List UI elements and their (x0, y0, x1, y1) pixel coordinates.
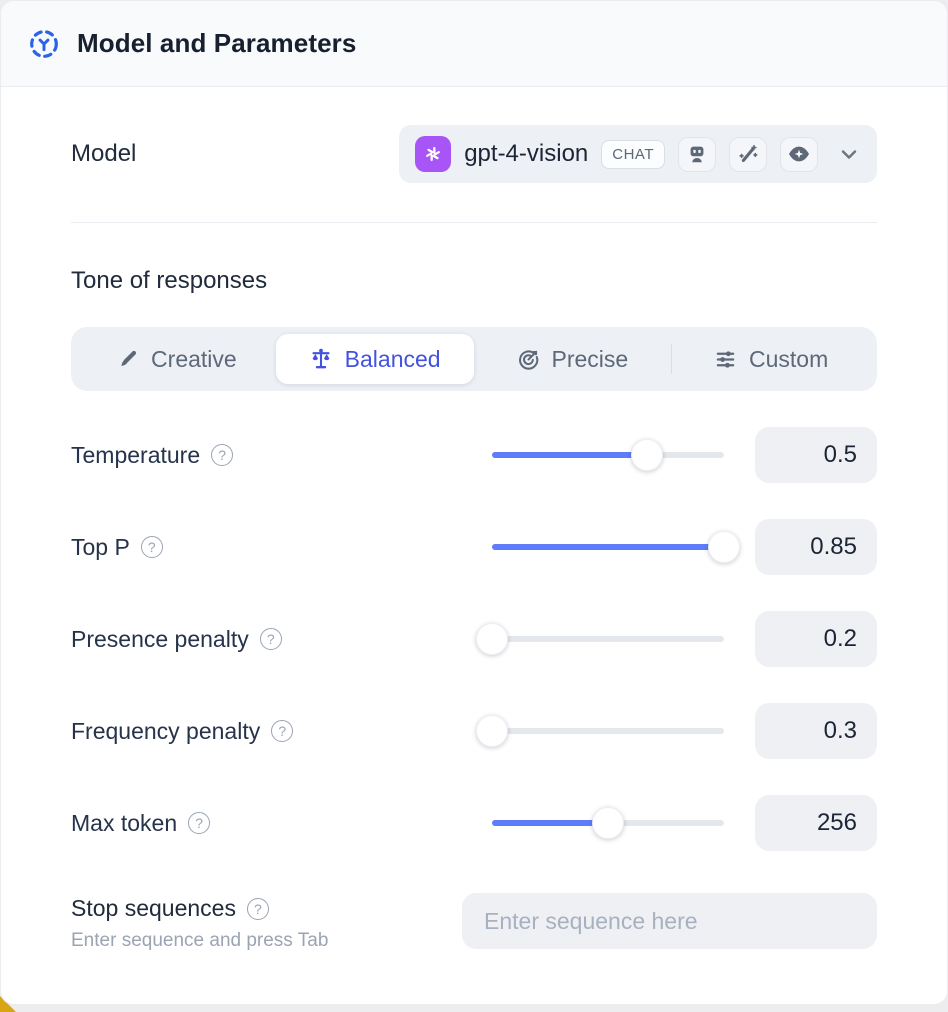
presence-penalty-value[interactable]: 0.2 (755, 611, 877, 667)
param-row-max-token: Max token ? 256 (71, 795, 877, 851)
vision-eye-icon (780, 136, 818, 172)
tone-option-balanced[interactable]: Balanced (275, 334, 474, 384)
param-row-presence-penalty: Presence penalty ? 0.2 (71, 611, 877, 667)
param-row-frequency-penalty: Frequency penalty ? 0.3 (71, 703, 877, 759)
tone-segmented-control: Creative Balanced (71, 327, 877, 391)
stop-sequences-label: Stop sequences ? (71, 895, 462, 922)
selected-model-name: gpt-4-vision (464, 140, 589, 167)
section-divider (71, 222, 877, 223)
balance-scale-icon (309, 347, 333, 371)
stop-sequences-row: Stop sequences ? Enter sequence and pres… (71, 893, 877, 952)
slider-track (492, 439, 724, 471)
tone-option-custom[interactable]: Custom (672, 334, 870, 384)
slider-thumb[interactable] (476, 715, 508, 747)
chat-type-badge: CHAT (601, 139, 665, 169)
panel-header: Model and Parameters (1, 1, 947, 87)
frequency-penalty-value[interactable]: 0.3 (755, 703, 877, 759)
param-label: Temperature ? (71, 442, 492, 469)
slider-track (476, 715, 724, 747)
param-label: Max token ? (71, 810, 492, 837)
slider-fill (492, 807, 624, 839)
help-icon[interactable]: ? (211, 444, 234, 466)
slider-thumb[interactable] (708, 531, 740, 563)
param-label-text: Max token (71, 809, 178, 836)
target-dart-icon (517, 348, 540, 371)
paintbrush-icon (117, 348, 139, 370)
param-label-text: Frequency penalty (71, 717, 261, 744)
tone-option-label: Balanced (344, 345, 441, 372)
openai-logo-icon (415, 136, 452, 172)
sliders-icon (714, 348, 737, 371)
tone-option-label: Creative (151, 345, 237, 372)
slider-fill (492, 531, 740, 563)
temperature-slider[interactable] (492, 438, 724, 472)
model-row: Model gpt-4-vision CH (71, 125, 877, 183)
param-label: Frequency penalty ? (71, 718, 492, 745)
frequency-penalty-slider[interactable] (476, 714, 724, 748)
magic-wand-icon (729, 136, 767, 172)
model-select-dropdown[interactable]: gpt-4-vision CHAT (399, 125, 877, 183)
robot-icon (678, 136, 716, 172)
slider-thumb[interactable] (631, 439, 664, 471)
chevron-down-icon (837, 142, 861, 166)
help-icon[interactable]: ? (140, 536, 163, 558)
slider-thumb[interactable] (476, 623, 508, 655)
tone-heading: Tone of responses (71, 267, 268, 294)
slider-thumb[interactable] (592, 807, 624, 839)
help-icon[interactable]: ? (188, 812, 211, 834)
help-icon[interactable]: ? (259, 628, 282, 650)
stop-sequences-label-text: Stop sequences (71, 895, 236, 921)
model-label: Model (71, 140, 137, 167)
param-label-text: Temperature (71, 441, 201, 468)
param-label-text: Top P (71, 533, 130, 560)
top-p-slider[interactable] (492, 530, 740, 564)
max-token-slider[interactable] (492, 806, 724, 840)
param-label-text: Presence penalty (71, 625, 249, 652)
segment-divider (671, 344, 673, 374)
presence-penalty-slider[interactable] (476, 622, 724, 656)
temperature-value[interactable]: 0.5 (755, 427, 877, 483)
tone-option-label: Custom (749, 345, 829, 372)
panel-title: Model and Parameters (77, 28, 357, 58)
param-row-top-p: Top P ? 0.85 (71, 519, 877, 575)
help-icon[interactable]: ? (246, 897, 269, 920)
tone-option-creative[interactable]: Creative (78, 334, 276, 384)
slider-fill (492, 439, 664, 471)
slider-track (476, 623, 724, 655)
stop-sequences-labels: Stop sequences ? Enter sequence and pres… (71, 893, 462, 952)
max-token-value[interactable]: 256 (755, 795, 877, 851)
model-node-icon (28, 28, 60, 60)
slider-track (492, 531, 740, 563)
slider-track (492, 807, 724, 839)
tone-option-label: Precise (551, 345, 629, 372)
tone-option-precise[interactable]: Precise (474, 334, 672, 384)
stop-sequences-hint: Enter sequence and press Tab (71, 930, 329, 951)
help-icon[interactable]: ? (271, 720, 294, 742)
param-label: Top P ? (71, 534, 492, 561)
param-label: Presence penalty ? (71, 626, 492, 653)
top-p-value[interactable]: 0.85 (755, 519, 877, 575)
param-row-temperature: Temperature ? 0.5 (71, 427, 877, 483)
stop-sequence-input[interactable] (462, 893, 877, 949)
